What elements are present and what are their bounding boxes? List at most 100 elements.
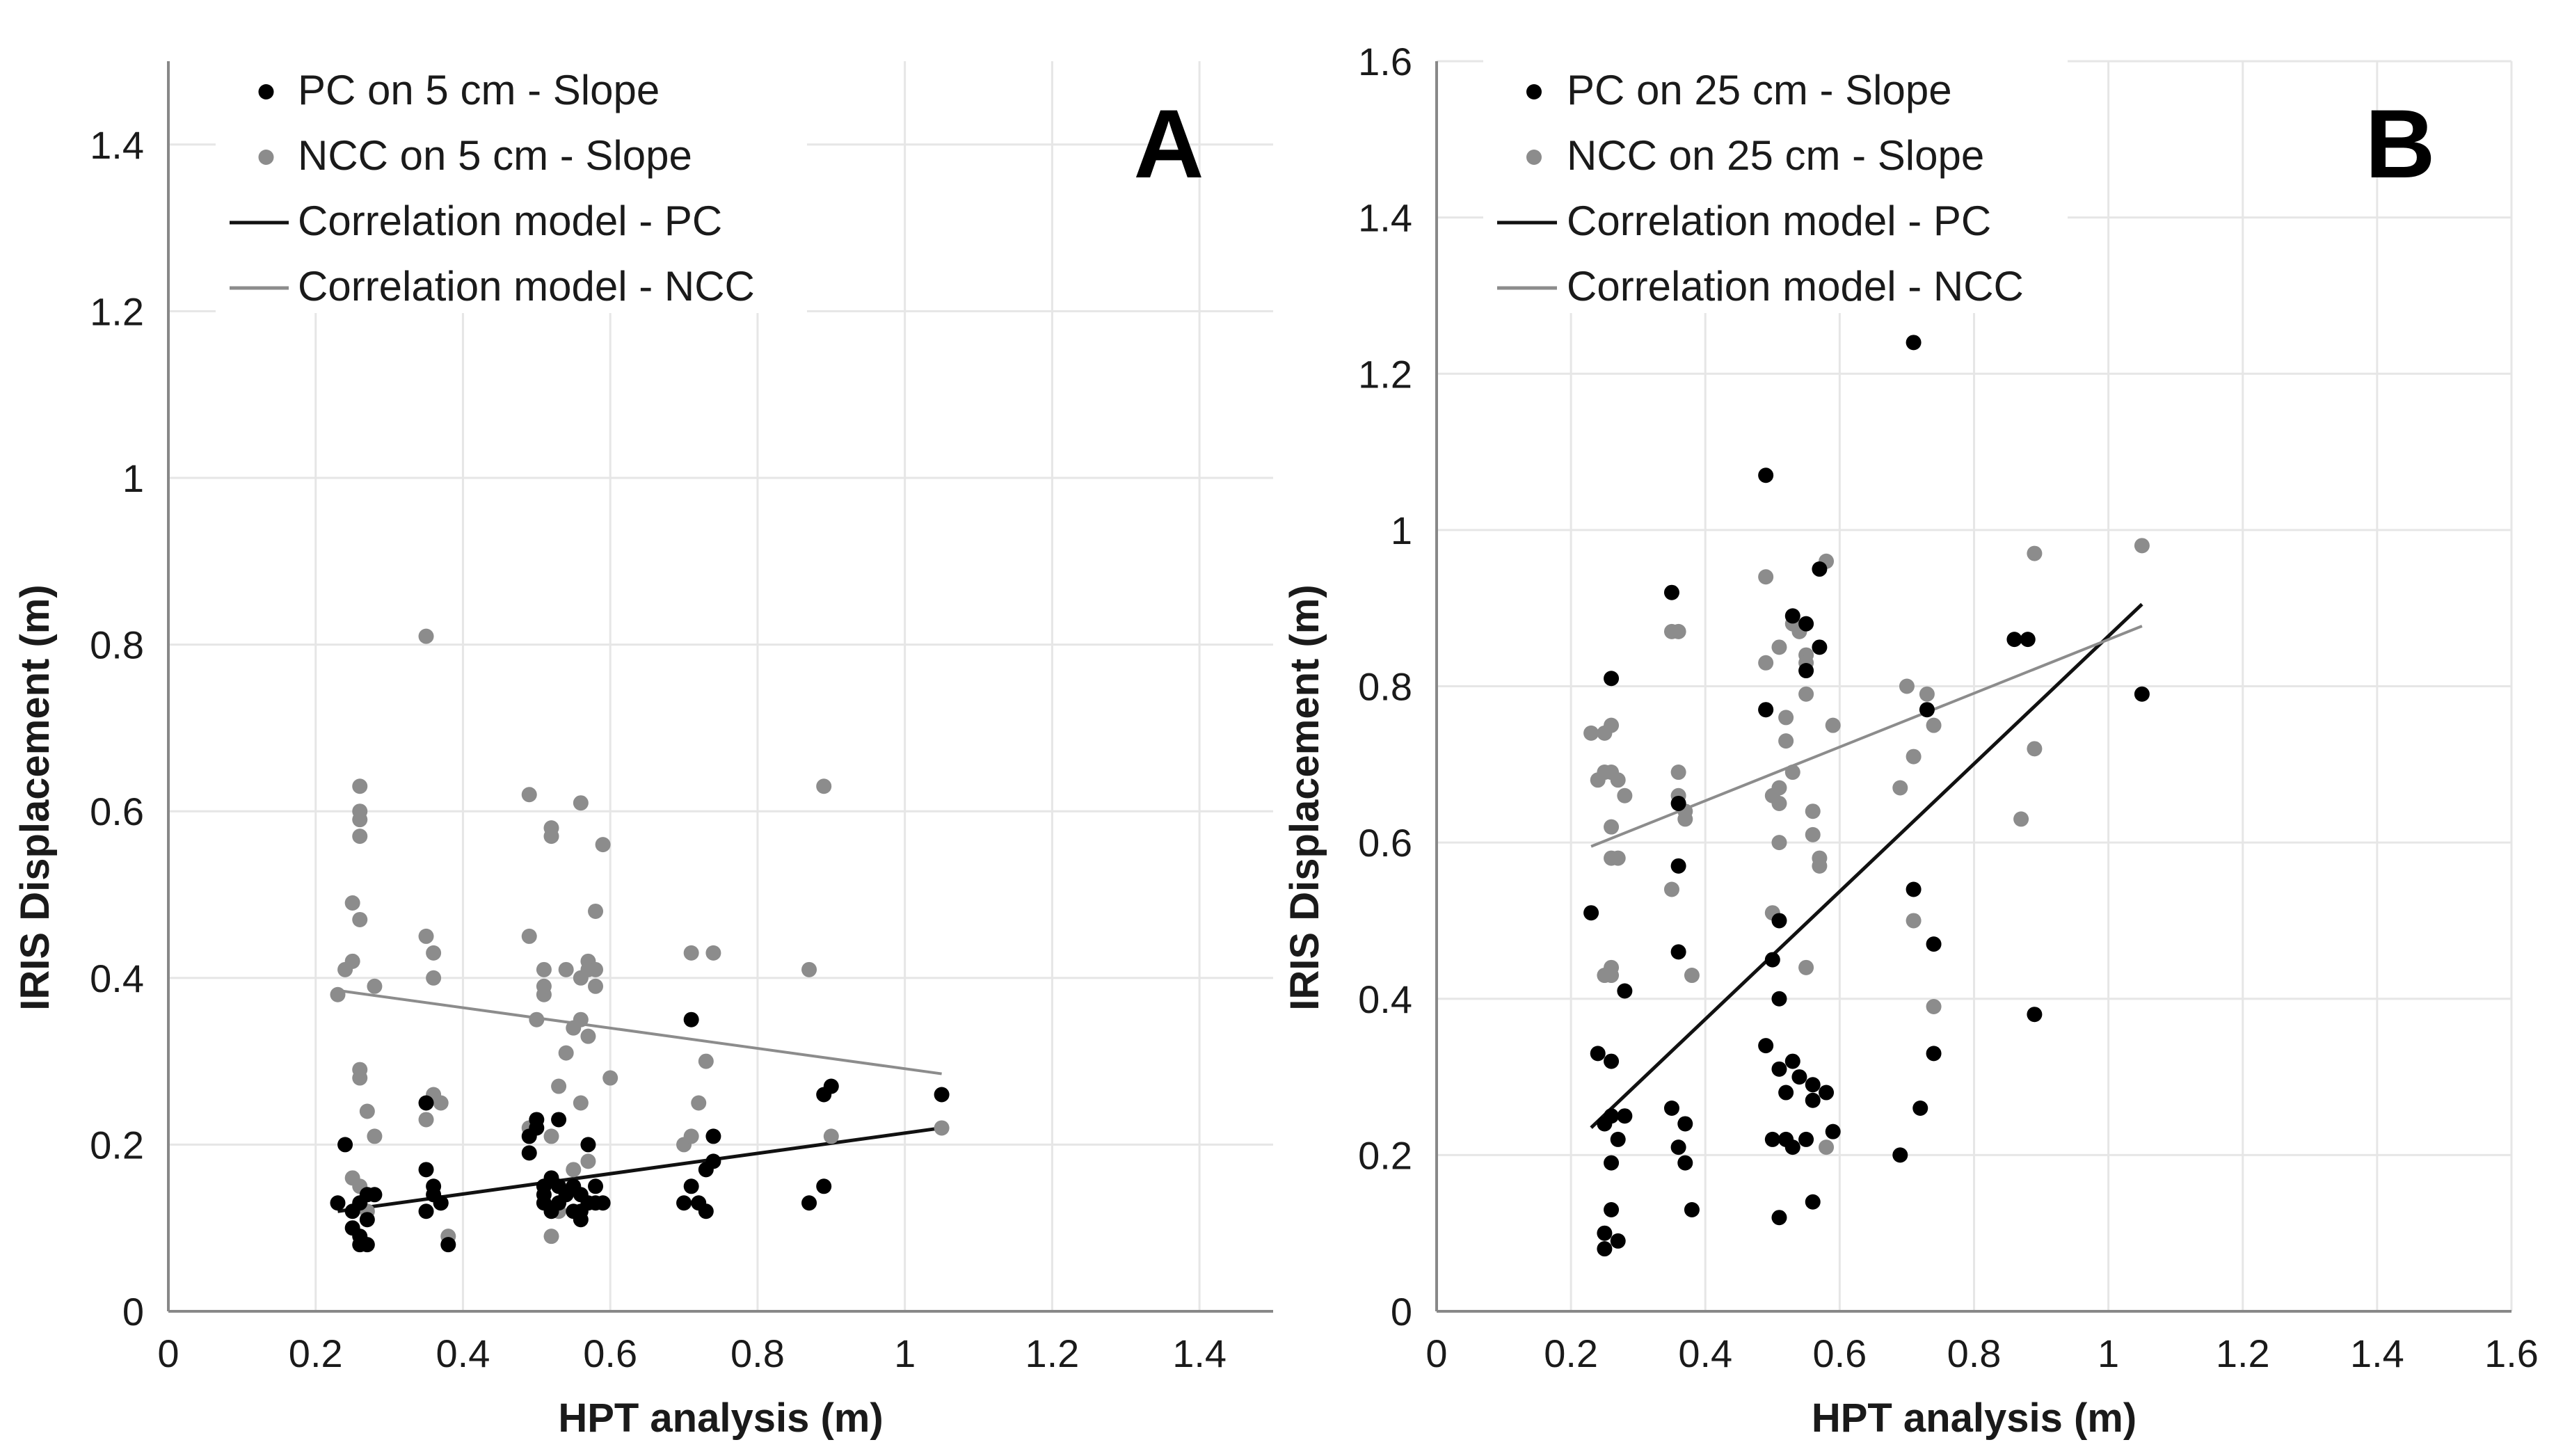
ncc-point [1892, 780, 1908, 796]
ncc-point [1798, 686, 1814, 702]
ncc-point [1617, 787, 1633, 803]
ncc-point [1610, 772, 1626, 788]
x-tick-label: 0.8 [730, 1331, 785, 1375]
pc-point [529, 1120, 545, 1136]
x-axis-title: HPT analysis (m) [558, 1395, 883, 1441]
ncc-point [352, 911, 368, 927]
pc-point [1670, 795, 1686, 811]
x-tick-label: 0.8 [1947, 1331, 2002, 1375]
pc-point [595, 1195, 611, 1211]
pc-point [1758, 702, 1774, 718]
panel-letter: A [1133, 89, 1204, 198]
pc-point [1906, 881, 1922, 897]
ncc-point [418, 628, 434, 644]
pc-point [426, 1178, 442, 1194]
x-tick-label: 0 [1425, 1331, 1447, 1375]
ncc-point [588, 903, 604, 919]
ncc-point [573, 1011, 589, 1027]
pc-point [1670, 944, 1686, 960]
pc-point [2134, 686, 2150, 702]
y-tick-label: 0.2 [90, 1123, 144, 1167]
y-tick-label: 1.2 [1358, 352, 1412, 396]
pc-point [1805, 1092, 1821, 1108]
pc-point [1784, 1053, 1800, 1069]
ncc-point [558, 961, 574, 977]
ncc-point [1825, 717, 1841, 733]
legend-label: NCC on 5 cm - Slope [298, 132, 692, 179]
pc-point [1784, 1139, 1800, 1155]
ncc-point [344, 953, 360, 969]
pc-point [1784, 608, 1800, 624]
ncc-point [2027, 741, 2043, 757]
pc-point [2027, 1007, 2043, 1023]
ncc-point [558, 1045, 574, 1061]
pc-point [1798, 1131, 1814, 1147]
pc-point [1663, 1100, 1679, 1116]
pc-point [823, 1078, 839, 1094]
y-tick-label: 0 [1391, 1290, 1412, 1334]
ncc-point [573, 1095, 589, 1111]
ncc-point [1677, 811, 1693, 827]
pc-point [801, 1195, 817, 1211]
x-tick-label: 1 [894, 1331, 916, 1375]
pc-point [1597, 1241, 1613, 1257]
ncc-point [1758, 569, 1774, 585]
pc-point [1771, 1061, 1787, 1077]
ncc-point [1899, 678, 1915, 694]
ncc-point [1805, 826, 1821, 842]
pc-point [440, 1237, 456, 1253]
pc-point [816, 1178, 832, 1194]
legend-background [1483, 56, 2068, 313]
pc-point [1617, 1108, 1633, 1124]
pc-point [1670, 1139, 1686, 1155]
ncc-point [823, 1128, 839, 1144]
pc-point [1610, 1233, 1626, 1249]
y-tick-label: 1.4 [90, 123, 144, 167]
pc-point [705, 1153, 721, 1169]
ncc-point [1771, 780, 1787, 796]
pc-point [1798, 663, 1814, 679]
ncc-point [1670, 765, 1686, 781]
y-tick-label: 0.8 [1358, 665, 1412, 709]
y-tick-label: 1.4 [1358, 196, 1412, 240]
x-tick-label: 0.4 [1678, 1331, 1732, 1375]
pc-point [1758, 1038, 1774, 1054]
ncc-point [588, 978, 604, 994]
pc-point [2006, 632, 2022, 648]
pc-point [1906, 335, 1922, 351]
ncc-point [367, 978, 383, 994]
ncc-point [1604, 968, 1620, 984]
ncc-point [566, 1162, 582, 1178]
pc-point [1771, 913, 1787, 929]
pc-point [359, 1212, 375, 1228]
ncc-point [580, 1028, 596, 1044]
ncc-point [536, 961, 552, 977]
ncc-point [1771, 795, 1787, 811]
pc-point [1670, 858, 1686, 874]
y-tick-label: 1.6 [1358, 40, 1412, 83]
ncc-point [1798, 959, 1814, 975]
ncc-point [1926, 998, 1942, 1014]
pc-point [676, 1195, 692, 1211]
ncc-point [543, 829, 559, 845]
ncc-point [1805, 803, 1821, 819]
pc-point [1684, 1201, 1700, 1217]
legend-ncc-marker [258, 150, 274, 165]
pc-point [934, 1087, 950, 1103]
ncc-point [529, 1011, 545, 1027]
pc-point [330, 1195, 346, 1211]
pc-point [1778, 1085, 1794, 1101]
pc-point [705, 1128, 721, 1144]
ncc-point [934, 1120, 950, 1136]
pc-point [698, 1203, 714, 1219]
x-tick-label: 1.4 [2350, 1331, 2404, 1375]
x-tick-label: 0.2 [1544, 1331, 1598, 1375]
pc-point [418, 1162, 434, 1178]
pc-point [1771, 1210, 1787, 1226]
ncc-point [816, 778, 832, 794]
ncc-point [1819, 1139, 1835, 1155]
x-tick-label: 1.4 [1172, 1331, 1227, 1375]
ncc-point [359, 1103, 375, 1119]
ncc-point [367, 1128, 383, 1144]
